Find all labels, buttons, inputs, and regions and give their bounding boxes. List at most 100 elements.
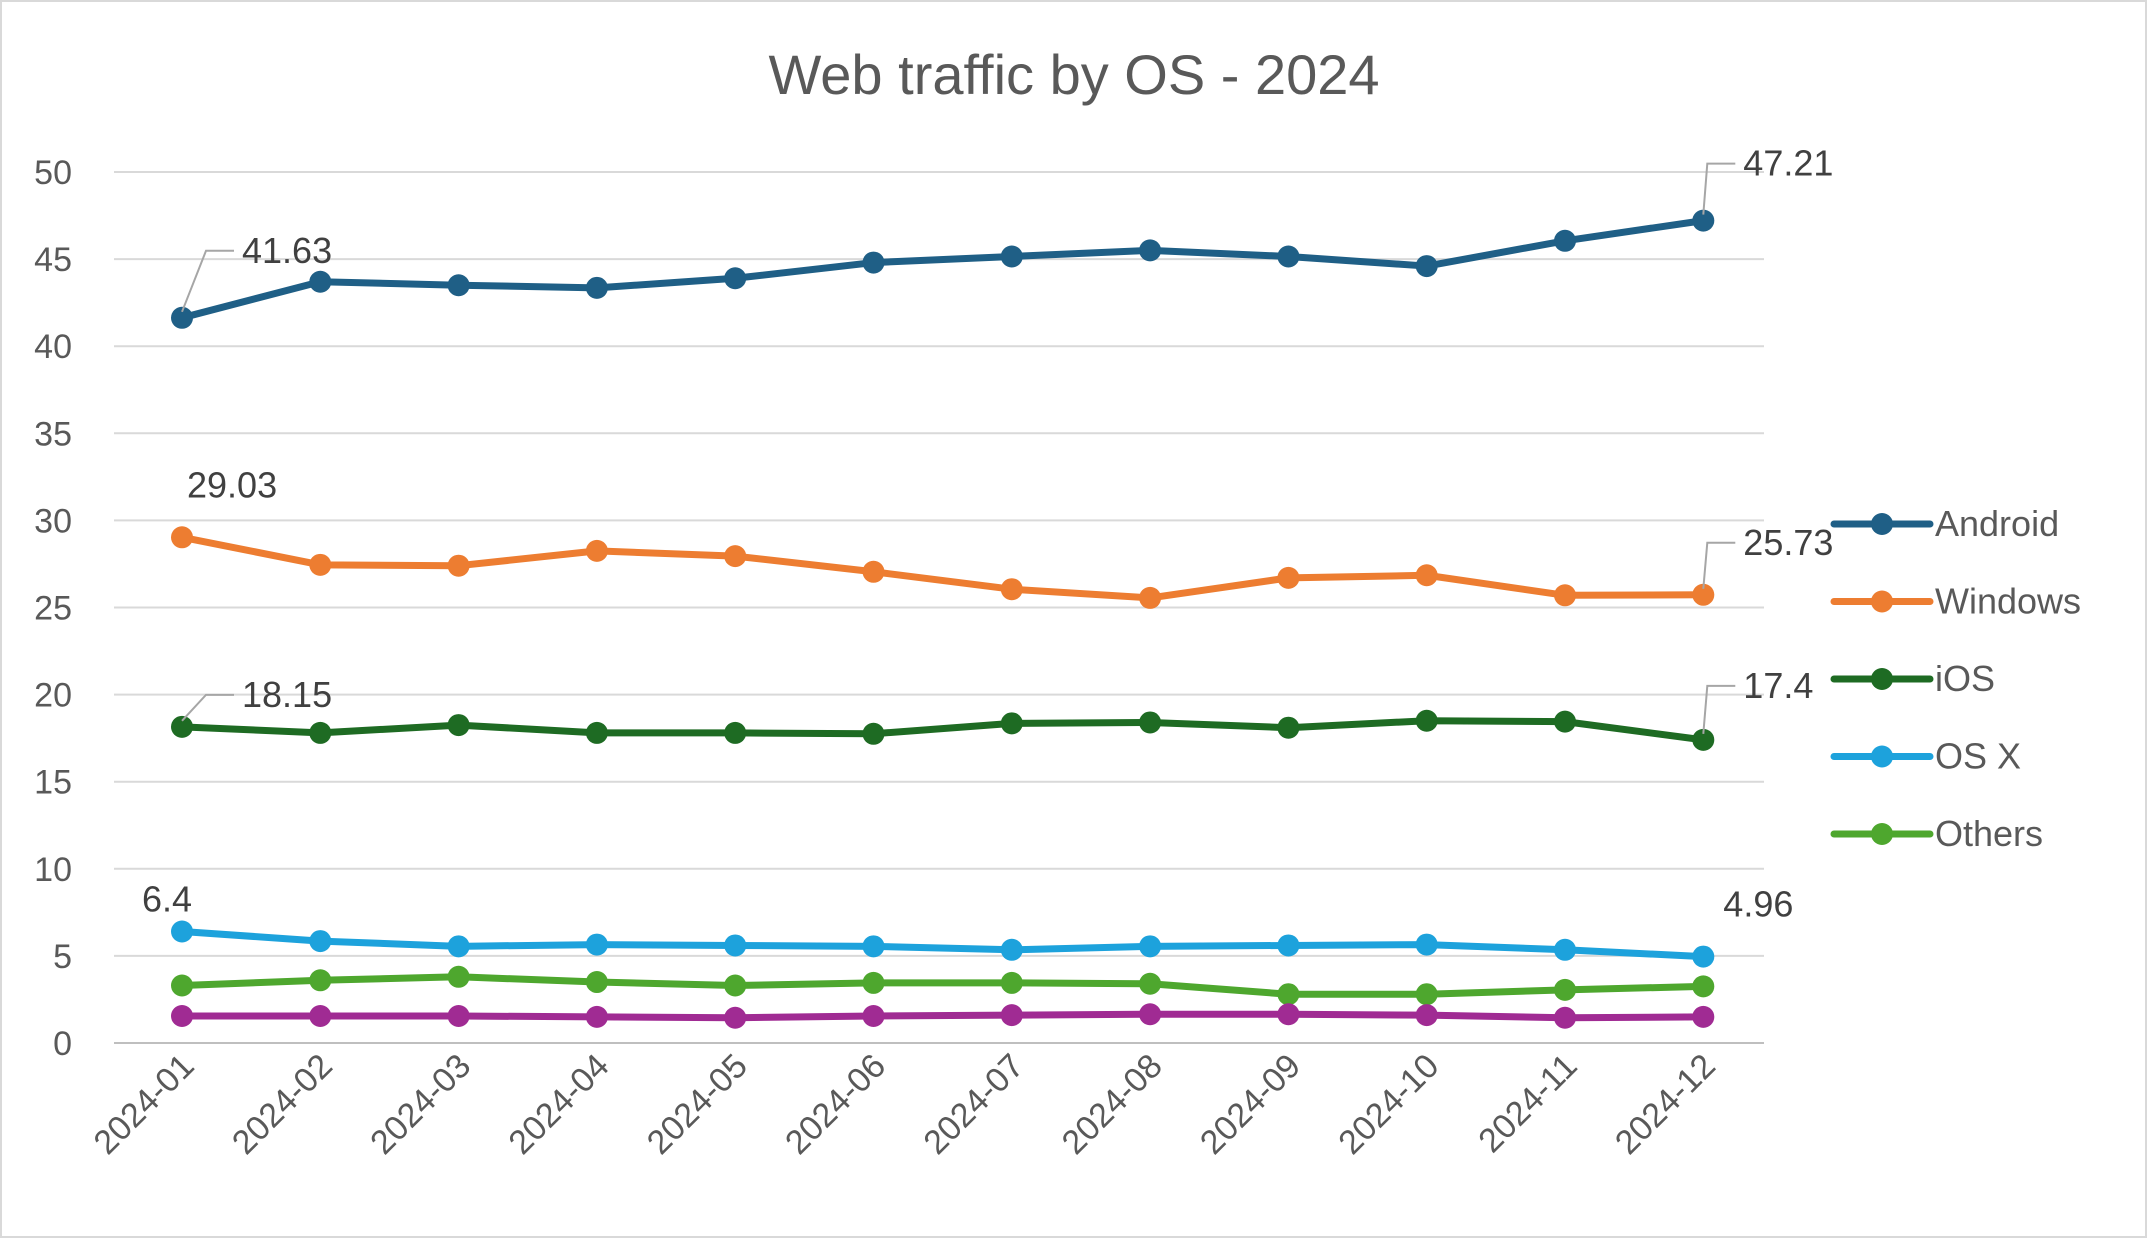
data-point-android xyxy=(585,276,608,299)
data-point-windows xyxy=(862,560,885,583)
data-point-ios xyxy=(1692,728,1715,751)
data-point-unnamed xyxy=(1277,1003,1300,1026)
x-tick-label: 2024-08 xyxy=(1055,1047,1170,1162)
series-line-unnamed xyxy=(178,1010,1707,1022)
data-point-others xyxy=(724,974,747,997)
gridlines xyxy=(114,171,1764,1044)
x-tick-label: 2024-10 xyxy=(1331,1047,1446,1162)
data-point-android xyxy=(724,267,747,290)
y-tick-label: 10 xyxy=(34,851,72,889)
x-tick-label: 2024-07 xyxy=(916,1047,1031,1162)
data-point-windows xyxy=(447,554,470,577)
series-line-os-x xyxy=(178,928,1707,961)
data-point-unnamed xyxy=(1554,1006,1576,1029)
legend-marker-android xyxy=(1871,513,1893,535)
legend-marker-others xyxy=(1871,823,1893,845)
data-label: 6.4 xyxy=(142,879,192,920)
data-point-ios xyxy=(1277,716,1300,739)
data-point-others xyxy=(447,965,470,988)
y-tick-label: 25 xyxy=(34,590,72,628)
data-point-others xyxy=(1000,971,1023,994)
legend: Android Windows iOS OS X Others xyxy=(1830,503,2081,854)
data-point-android xyxy=(309,270,332,293)
y-tick-label: 30 xyxy=(34,502,72,540)
data-point-ios xyxy=(1000,712,1023,735)
data-point-ios xyxy=(585,721,608,744)
y-axis-ticks: 0 5 10 15 20 25 30 35 40 45 50 xyxy=(34,154,72,1063)
data-point-os-x xyxy=(1139,935,1162,958)
legend-marker-ios xyxy=(1871,668,1893,690)
data-point-unnamed xyxy=(447,1004,470,1027)
legend-label-windows: Windows xyxy=(1935,581,2081,622)
legend-label-android: Android xyxy=(1935,503,2059,544)
leader-line xyxy=(1702,162,1736,215)
data-point-android xyxy=(1554,229,1576,252)
x-tick-label: 2024-12 xyxy=(1608,1047,1723,1162)
data-point-os-x xyxy=(1554,938,1576,961)
data-point-ios xyxy=(724,721,747,744)
data-point-others xyxy=(1277,983,1300,1006)
chart-title: Web traffic by OS - 2024 xyxy=(768,43,1379,106)
data-point-unnamed xyxy=(1415,1004,1438,1027)
data-point-unnamed xyxy=(585,1005,608,1028)
data-point-android xyxy=(1692,209,1715,232)
series-lines xyxy=(171,209,1715,1029)
y-tick-label: 35 xyxy=(34,415,72,453)
data-point-android xyxy=(171,306,193,329)
data-point-windows xyxy=(1415,564,1438,587)
x-tick-label: 2024-09 xyxy=(1193,1047,1308,1162)
data-point-ios xyxy=(309,721,332,744)
x-tick-label: 2024-04 xyxy=(501,1047,616,1162)
data-label: 25.73 xyxy=(1743,522,1833,563)
y-tick-label: 20 xyxy=(34,677,72,715)
data-point-unnamed xyxy=(171,1004,193,1027)
data-point-others xyxy=(585,971,608,994)
data-point-windows xyxy=(1000,578,1023,601)
data-point-windows xyxy=(1139,586,1162,609)
y-tick-label: 50 xyxy=(34,154,72,192)
data-point-windows xyxy=(585,539,608,562)
data-point-os-x xyxy=(1415,933,1438,956)
legend-label-ios: iOS xyxy=(1935,658,1995,699)
data-point-others xyxy=(1139,972,1162,995)
data-point-ios xyxy=(862,722,885,745)
data-labels: 41.63 47.21 29.03 25.73 18.15 17.4 6.4 4.96 xyxy=(142,143,1833,925)
data-point-windows xyxy=(171,526,193,549)
data-point-others xyxy=(862,971,885,994)
data-point-android xyxy=(862,251,885,274)
leader-line xyxy=(181,249,234,313)
x-tick-label: 2024-01 xyxy=(87,1047,202,1162)
data-point-os-x xyxy=(1692,945,1715,968)
series-line-windows xyxy=(178,533,1707,602)
y-tick-label: 40 xyxy=(34,328,72,366)
leader-line xyxy=(181,693,234,722)
data-point-others xyxy=(1554,978,1576,1001)
leader-line xyxy=(1702,684,1736,734)
data-point-os-x xyxy=(171,920,193,943)
data-point-os-x xyxy=(1000,938,1023,961)
data-point-others xyxy=(1692,975,1715,998)
data-point-others xyxy=(1415,983,1438,1006)
data-point-unnamed xyxy=(862,1004,885,1027)
data-point-android xyxy=(1000,245,1023,268)
data-point-os-x xyxy=(724,934,747,957)
data-point-unnamed xyxy=(1000,1004,1023,1027)
data-label: 41.63 xyxy=(242,230,332,271)
x-tick-label: 2024-11 xyxy=(1471,1047,1584,1160)
x-tick-label: 2024-03 xyxy=(363,1047,478,1162)
series-line-ios xyxy=(178,717,1707,744)
data-point-unnamed xyxy=(724,1006,747,1029)
data-point-android xyxy=(1139,239,1162,262)
x-tick-label: 2024-06 xyxy=(778,1047,893,1162)
legend-marker-windows xyxy=(1871,590,1893,613)
legend-label-others: Others xyxy=(1935,813,2043,854)
data-point-android xyxy=(1415,255,1438,278)
series-line-others xyxy=(178,973,1707,998)
y-tick-label: 0 xyxy=(53,1025,72,1063)
x-axis-ticks: 2024-01 2024-02 2024-03 2024-04 2024-05 2024-… xyxy=(87,1047,1723,1162)
data-label: 47.21 xyxy=(1743,143,1833,184)
data-label: 4.96 xyxy=(1723,884,1793,925)
data-point-others xyxy=(171,974,193,997)
x-tick-label: 2024-05 xyxy=(640,1047,755,1162)
